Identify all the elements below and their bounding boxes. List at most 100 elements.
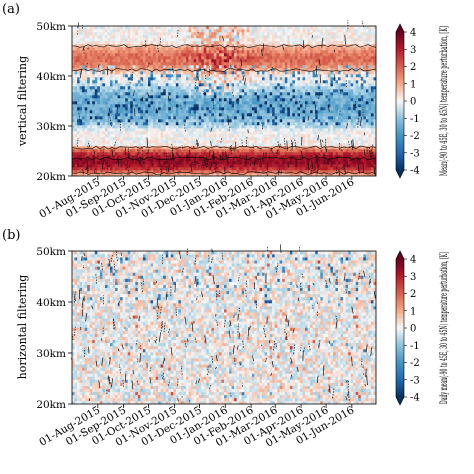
heatmap-cell bbox=[125, 110, 129, 114]
heatmap-cell bbox=[312, 140, 316, 144]
heatmap-cell bbox=[274, 113, 278, 117]
heatmap-cell bbox=[264, 86, 268, 90]
heatmap-cell bbox=[82, 122, 85, 126]
heatmap-cell bbox=[221, 80, 225, 84]
heatmap-cell bbox=[104, 47, 108, 51]
heatmap-cell bbox=[297, 29, 301, 33]
heatmap-cell bbox=[234, 71, 237, 75]
heatmap-cell bbox=[150, 158, 154, 162]
heatmap-cell bbox=[137, 98, 141, 102]
heatmap-cell bbox=[297, 56, 301, 60]
heatmap-cell bbox=[249, 95, 253, 99]
heatmap-cell bbox=[170, 95, 174, 99]
heatmap-cell bbox=[104, 98, 108, 102]
heatmap-cell bbox=[216, 116, 220, 120]
heatmap-cell bbox=[92, 173, 96, 177]
heatmap-cell bbox=[211, 95, 215, 99]
heatmap-cell bbox=[97, 50, 101, 54]
heatmap-cell bbox=[241, 26, 245, 30]
heatmap-cell bbox=[110, 53, 113, 57]
heatmap-cell bbox=[175, 83, 179, 87]
heatmap-cell bbox=[198, 98, 202, 102]
heatmap-cell bbox=[239, 104, 243, 108]
heatmap-cell bbox=[117, 26, 121, 30]
heatmap-cell bbox=[246, 98, 250, 102]
heatmap-cell bbox=[305, 143, 308, 147]
heatmap-cell bbox=[229, 125, 232, 129]
heatmap-cell bbox=[158, 101, 161, 105]
heatmap-cell bbox=[150, 38, 154, 42]
heatmap-cell bbox=[127, 59, 131, 63]
heatmap-cell bbox=[300, 89, 303, 93]
heatmap-cell bbox=[312, 29, 316, 33]
heatmap-cell bbox=[206, 107, 210, 111]
heatmap-cell bbox=[292, 50, 296, 54]
heatmap-cell bbox=[224, 101, 227, 105]
heatmap-cell bbox=[267, 92, 270, 96]
heatmap-cell bbox=[160, 83, 164, 87]
heatmap-cell bbox=[140, 65, 144, 69]
heatmap-cell bbox=[229, 122, 232, 126]
heatmap-cell bbox=[259, 155, 263, 159]
heatmap-cell bbox=[236, 149, 240, 153]
heatmap-cell bbox=[137, 59, 141, 63]
heatmap-cell bbox=[208, 71, 212, 75]
heatmap-cell bbox=[132, 104, 136, 108]
heatmap-cell bbox=[297, 41, 301, 45]
heatmap-cell bbox=[191, 56, 194, 60]
heatmap-cell bbox=[224, 26, 227, 30]
heatmap-cell bbox=[297, 110, 301, 114]
heatmap-cell bbox=[236, 134, 240, 138]
heatmap-cell bbox=[165, 122, 169, 126]
heatmap-cell bbox=[269, 134, 273, 138]
heatmap-cell bbox=[305, 128, 308, 132]
heatmap-cell bbox=[234, 161, 237, 165]
heatmap-cell bbox=[269, 71, 273, 75]
heatmap-cell bbox=[246, 146, 250, 150]
heatmap-cell bbox=[322, 173, 326, 177]
heatmap-cell bbox=[206, 149, 210, 153]
heatmap-cell bbox=[117, 86, 121, 90]
heatmap-cell bbox=[173, 26, 177, 30]
heatmap-cell bbox=[272, 128, 275, 132]
heatmap-cell bbox=[221, 173, 225, 177]
heatmap-cell bbox=[79, 50, 83, 54]
heatmap-cell bbox=[274, 107, 278, 111]
heatmap-cell bbox=[99, 26, 103, 30]
heatmap-cell bbox=[77, 59, 80, 63]
heatmap-cell bbox=[320, 122, 324, 126]
heatmap-cell bbox=[153, 32, 156, 36]
heatmap-cell bbox=[117, 140, 121, 144]
heatmap-cell bbox=[315, 53, 319, 57]
heatmap-cell bbox=[135, 119, 139, 123]
heatmap-cell bbox=[137, 146, 141, 150]
heatmap-cell bbox=[188, 26, 192, 30]
heatmap-cell bbox=[249, 86, 253, 90]
heatmap-cell bbox=[310, 143, 313, 147]
heatmap-cell bbox=[74, 143, 78, 147]
heatmap-cell bbox=[226, 89, 230, 93]
heatmap-cell bbox=[191, 134, 194, 138]
heatmap-cell bbox=[284, 44, 288, 48]
heatmap-cell bbox=[274, 47, 278, 51]
heatmap-cell bbox=[218, 62, 222, 66]
heatmap-cell bbox=[79, 116, 83, 120]
heatmap-cell bbox=[175, 44, 179, 48]
heatmap-cell bbox=[148, 98, 151, 102]
heatmap-cell bbox=[254, 131, 258, 135]
heatmap-cell bbox=[277, 32, 281, 36]
heatmap-cell bbox=[107, 101, 111, 105]
heatmap-cell bbox=[289, 35, 293, 39]
heatmap-cell bbox=[302, 167, 306, 171]
heatmap-cell bbox=[137, 29, 141, 33]
heatmap-cell bbox=[244, 38, 248, 42]
heatmap-cell bbox=[122, 122, 126, 126]
heatmap-cell bbox=[317, 104, 321, 108]
heatmap-cell bbox=[142, 50, 146, 54]
heatmap-cell bbox=[196, 167, 199, 171]
heatmap-cell bbox=[186, 170, 189, 174]
heatmap-cell bbox=[241, 38, 245, 42]
heatmap-cell bbox=[251, 44, 255, 48]
heatmap-cell bbox=[224, 86, 227, 90]
heatmap-cell bbox=[251, 134, 255, 138]
